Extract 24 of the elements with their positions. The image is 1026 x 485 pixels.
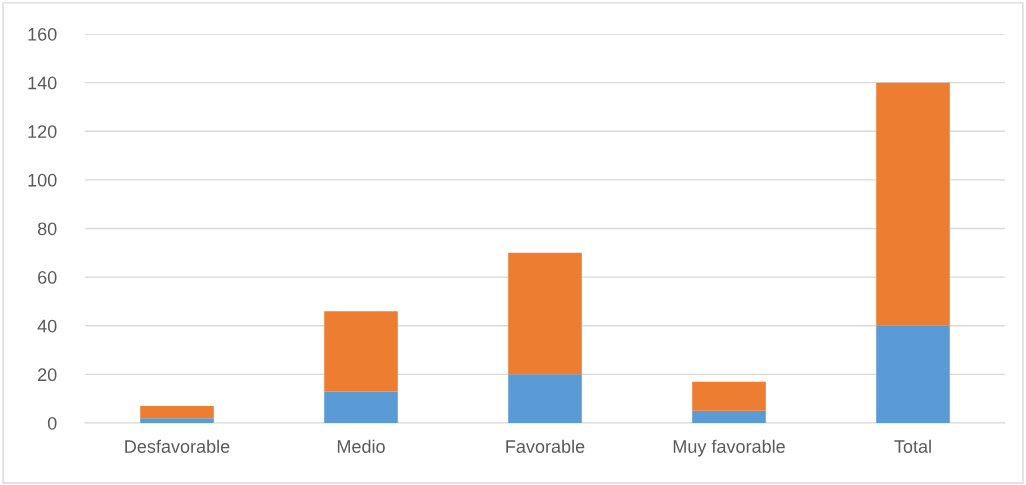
x-tick-label: Total	[894, 439, 931, 453]
bar	[692, 410, 766, 423]
y-tick-label: 40	[37, 319, 57, 333]
x-tick-label: Favorable	[506, 439, 585, 453]
y-tick-label: 140	[28, 76, 57, 90]
y-tick-label: 20	[38, 368, 57, 382]
y-tick-label: 120	[28, 125, 57, 138]
bar	[508, 252, 582, 375]
bar	[508, 374, 582, 423]
x-tick-label: Desfavorable	[125, 439, 230, 453]
x-tick-label: Medio	[337, 439, 385, 453]
y-tick-label: 0	[47, 416, 57, 430]
y-tick-label: 100	[28, 173, 57, 187]
bar	[876, 325, 950, 423]
bar	[324, 391, 398, 423]
y-tick-label: 60	[38, 271, 57, 284]
bar	[140, 405, 214, 419]
y-tick-label: 80	[37, 222, 57, 236]
bar	[140, 418, 214, 423]
y-tick-label: 160	[28, 27, 57, 41]
bar	[692, 381, 766, 411]
bar	[876, 82, 950, 326]
bar	[324, 311, 398, 392]
x-tick-label: Muy favorable	[673, 439, 785, 457]
